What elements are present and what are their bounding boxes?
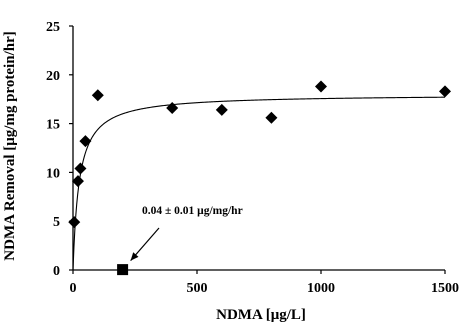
diamond-marker: [71, 175, 84, 188]
data-points: [68, 80, 451, 276]
diamond-marker: [68, 216, 81, 229]
annotation-label: 0.04 ± 0.01 μg/mg/hr: [142, 205, 243, 217]
annotation: 0.04 ± 0.01 μg/mg/hr: [130, 205, 243, 262]
x-tick-label: 0: [70, 281, 77, 296]
y-tick-label: 5: [53, 215, 60, 230]
y-tick-label: 10: [46, 166, 60, 181]
diamond-marker: [265, 111, 278, 124]
fit-curve: [72, 96, 446, 271]
diamond-marker: [74, 162, 87, 175]
y-tick-label: 0: [53, 264, 60, 279]
diamond-marker: [439, 85, 451, 98]
diamond-marker: [91, 89, 104, 102]
diamond-marker: [315, 80, 327, 93]
y-axis-title: NDMA Removal [μg/mg protein/hr]: [2, 31, 18, 260]
y-tick-label: 25: [46, 20, 60, 35]
y-tick-label: 20: [46, 69, 60, 84]
diamond-marker: [166, 101, 179, 114]
x-axis-title: NDMA [μg/L]: [216, 307, 306, 323]
annotation-arrowhead: [130, 252, 139, 261]
square-marker: [117, 264, 129, 276]
diamond-marker: [215, 103, 228, 116]
x-tick-label: 1500: [431, 281, 459, 296]
axes: 0 5 10 15 20 25 0 500 1000 1500: [46, 20, 459, 296]
x-tick-label: 1000: [307, 281, 335, 296]
diamond-marker: [79, 135, 92, 148]
x-tick-label: 500: [187, 281, 208, 296]
fit-curve-layer: [72, 96, 446, 271]
y-tick-label: 15: [46, 118, 60, 133]
